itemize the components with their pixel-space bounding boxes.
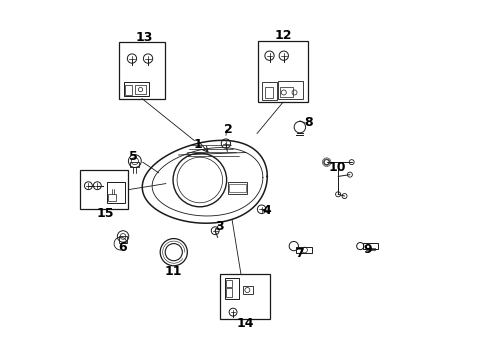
Text: 12: 12	[274, 29, 291, 42]
Text: 14: 14	[236, 317, 253, 330]
Bar	[278, 81, 303, 99]
Bar	[280, 87, 292, 97]
Bar	[107, 182, 124, 203]
Bar	[119, 237, 127, 243]
Bar	[80, 170, 128, 209]
Text: 6: 6	[118, 241, 126, 255]
Text: 9: 9	[363, 243, 371, 256]
Bar	[258, 41, 307, 102]
Bar	[261, 82, 276, 100]
Bar	[365, 248, 374, 250]
Bar	[227, 182, 247, 194]
Text: 8: 8	[304, 116, 312, 129]
Text: 5: 5	[128, 150, 137, 163]
Bar	[224, 278, 239, 298]
Bar	[226, 280, 231, 287]
Text: 3: 3	[215, 220, 224, 233]
Bar	[108, 194, 115, 202]
Text: 15: 15	[96, 207, 114, 220]
Bar	[264, 87, 273, 98]
Bar	[296, 247, 312, 253]
Bar	[242, 287, 252, 294]
Text: 13: 13	[135, 31, 152, 44]
Text: 11: 11	[164, 265, 182, 278]
Bar	[130, 162, 139, 167]
Bar	[135, 85, 145, 94]
Text: 7: 7	[295, 247, 304, 260]
Bar	[220, 274, 269, 319]
Text: 2: 2	[224, 123, 232, 136]
Bar	[119, 42, 165, 99]
Bar	[125, 85, 132, 95]
Text: 10: 10	[328, 161, 346, 174]
Text: 1: 1	[193, 138, 202, 151]
Bar	[229, 184, 245, 192]
Bar	[363, 243, 377, 249]
Text: 4: 4	[262, 204, 270, 217]
Bar	[226, 288, 231, 297]
Bar	[123, 82, 148, 96]
